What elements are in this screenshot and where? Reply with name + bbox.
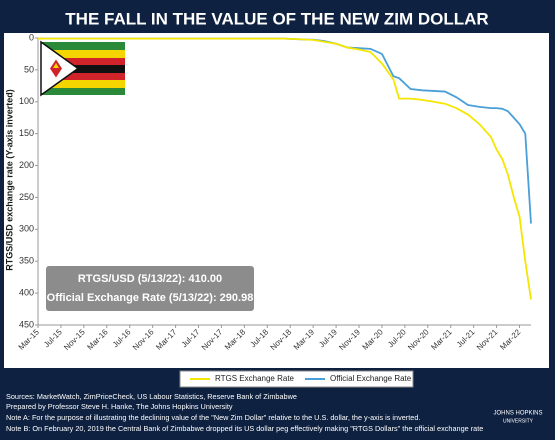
y-tick-label: 250: [19, 192, 34, 202]
y-axis-title: RTGS/USD exchange rate (Y-axis inverted): [4, 89, 14, 271]
y-tick-label: 150: [19, 128, 34, 138]
legend-label: RTGS Exchange Rate: [215, 374, 295, 383]
notes: Sources: MarketWatch, ZimPriceCheck, US …: [6, 392, 483, 433]
legend-label: Official Exchange Rate: [330, 374, 412, 383]
y-tick-label: 450: [19, 319, 34, 329]
legend: [179, 370, 414, 388]
line-series: [38, 37, 532, 300]
logo-text: JOHNS HOPKINS: [493, 411, 542, 417]
y-tick-label: 400: [19, 287, 34, 297]
logo-text: UNIVERSITY: [503, 418, 534, 424]
chart-title: THE FALL IN THE VALUE OF THE NEW ZIM DOL…: [65, 9, 488, 28]
y-tick-label: 350: [19, 256, 34, 266]
y-tick-label: 100: [19, 96, 34, 106]
y-tick-label: 50: [24, 64, 34, 74]
note: Sources: MarketWatch, ZimPriceCheck, US …: [6, 392, 297, 401]
annotation: Official Exchange Rate (5/13/22): 290.98: [47, 292, 254, 304]
note: Note B: On February 20, 2019 the Central…: [6, 424, 483, 433]
annotation: RTGS/USD (5/13/22): 410.00: [78, 273, 222, 285]
note: Prepared by Professor Steve H. Hanke, Th…: [6, 402, 233, 411]
annotation-box: RTGS/USD (5/13/22): 410.00 Official Exch…: [44, 264, 256, 313]
flag: [40, 40, 125, 97]
note: Note A: For the purpose of illustrating …: [6, 413, 420, 422]
y-tick-label: 0: [29, 32, 34, 42]
y-tick-label: 300: [19, 224, 34, 234]
y-tick-label: 200: [19, 160, 34, 170]
